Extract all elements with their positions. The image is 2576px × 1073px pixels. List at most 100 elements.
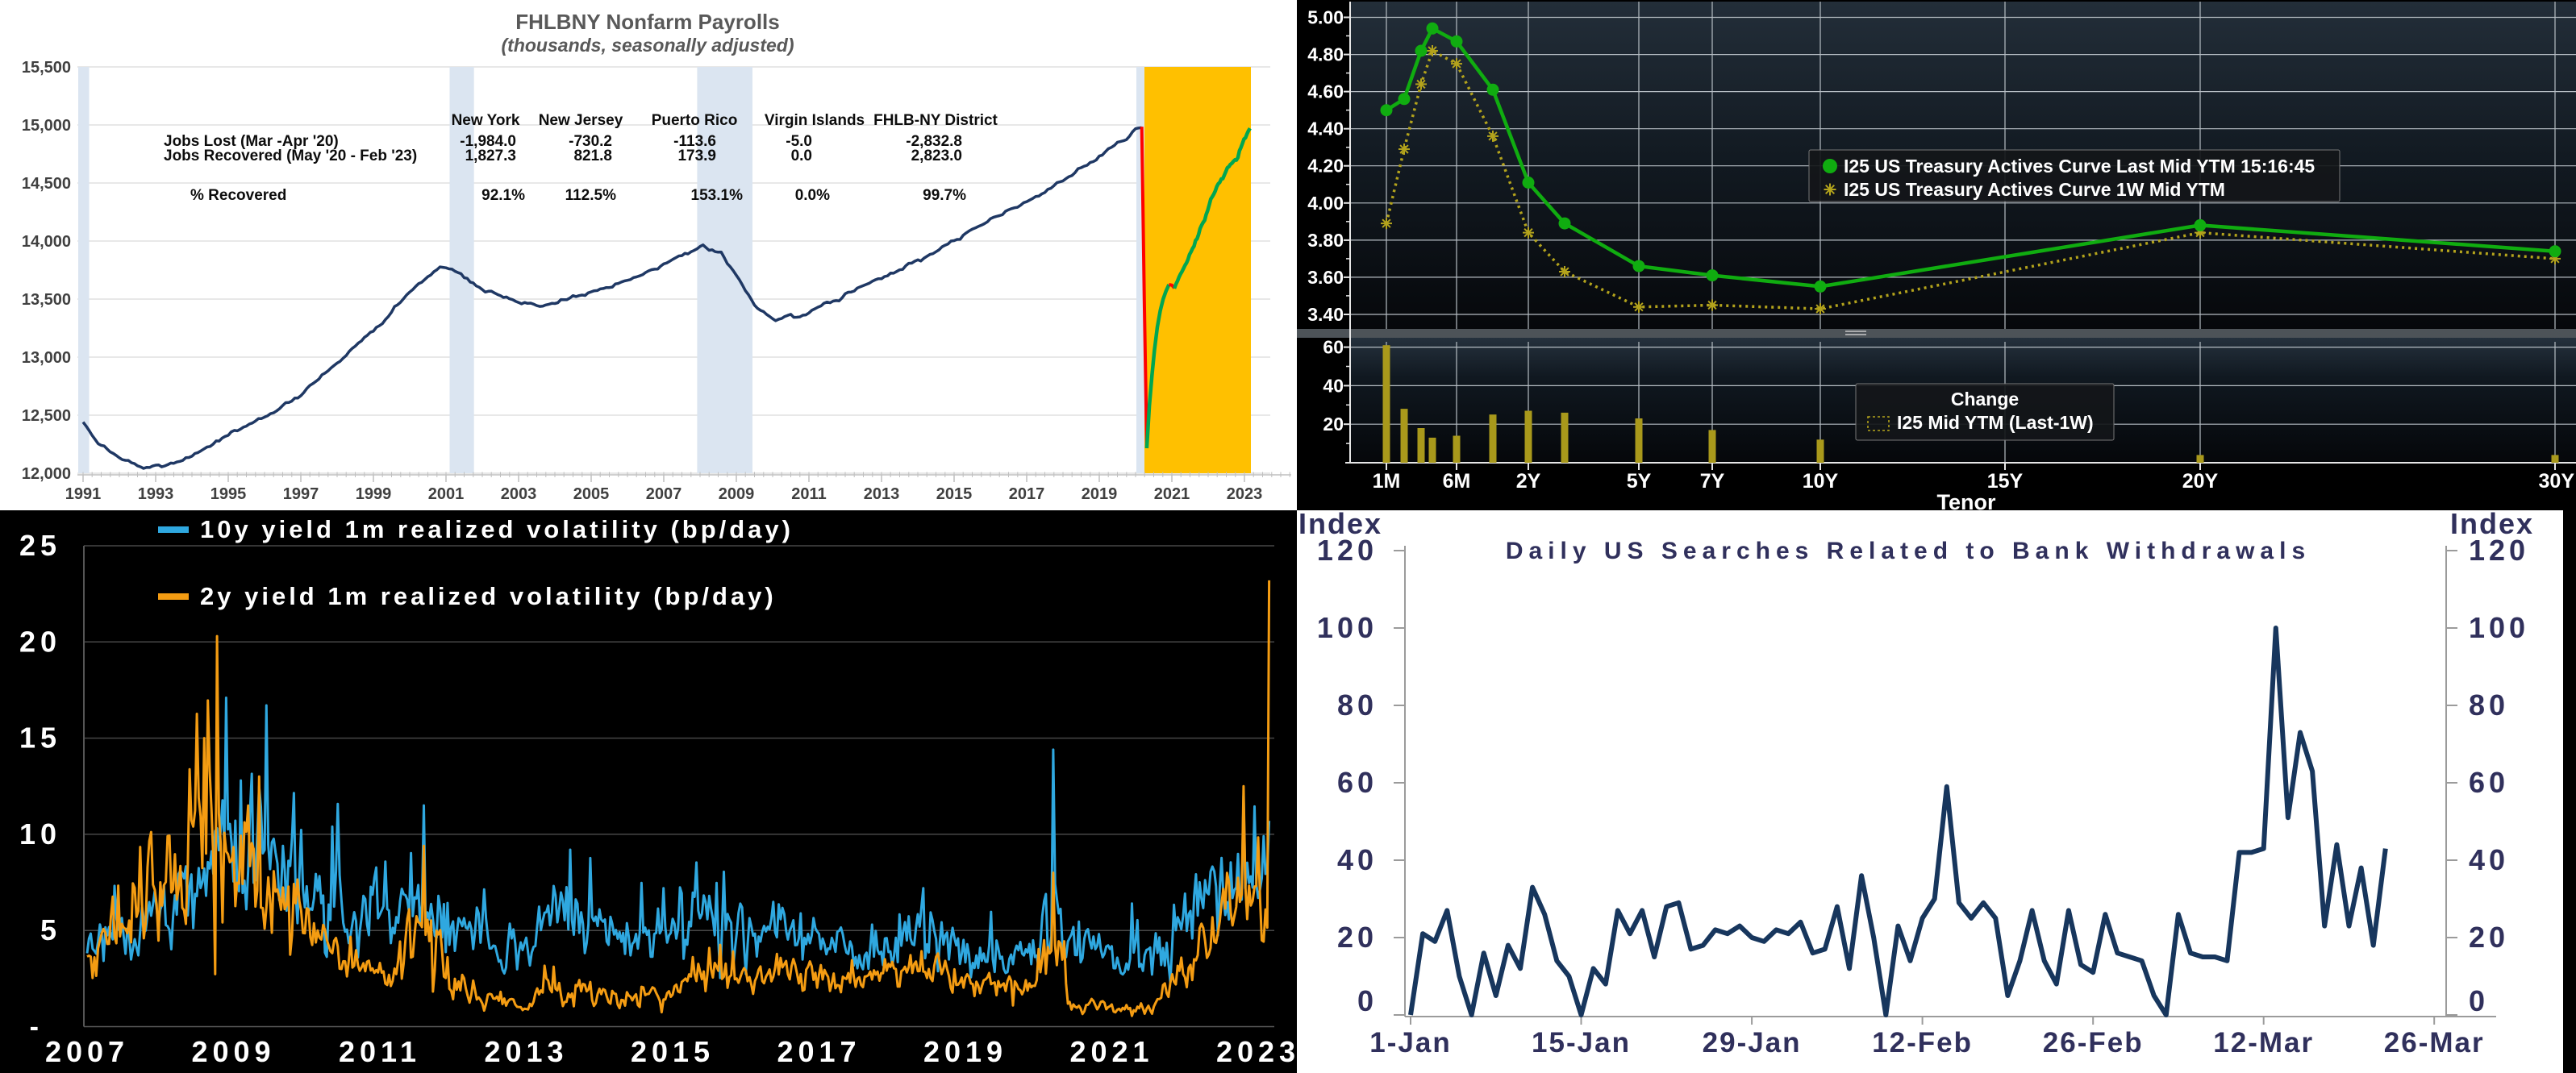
svg-text:100: 100 [2469, 611, 2529, 644]
svg-text:10y yield 1m realized volatili: 10y yield 1m realized volatility (bp/day… [200, 515, 794, 543]
svg-text:2023: 2023 [1227, 485, 1263, 503]
svg-text:0.0: 0.0 [791, 148, 812, 164]
svg-text:Daily US Searches Related to B: Daily US Searches Related to Bank Withdr… [1506, 538, 2311, 564]
svg-text:Tenor: Tenor [1937, 490, 1996, 510]
svg-text:15-Jan: 15-Jan [1532, 1027, 1631, 1058]
svg-text:120: 120 [1317, 534, 1378, 567]
svg-text:4.40: 4.40 [1307, 119, 1344, 139]
svg-text:20: 20 [1337, 921, 1378, 954]
svg-text:6M: 6M [1443, 470, 1471, 493]
svg-text:1995: 1995 [210, 485, 247, 503]
svg-text:14,000: 14,000 [22, 233, 71, 251]
svg-text:20: 20 [2469, 921, 2509, 954]
svg-text:Index: Index [1298, 510, 1382, 540]
svg-text:20Y: 20Y [2182, 470, 2219, 493]
svg-text:New York: New York [452, 112, 520, 129]
svg-text:12,500: 12,500 [22, 407, 71, 425]
svg-text:2001: 2001 [428, 485, 465, 503]
svg-text:2Y: 2Y [1516, 470, 1541, 493]
svg-text:I25 US Treasury Actives Curve: I25 US Treasury Actives Curve Last Mid Y… [1844, 156, 2315, 177]
svg-text:Virgin Islands: Virgin Islands [765, 112, 865, 129]
svg-text:5Y: 5Y [1627, 470, 1652, 493]
svg-text:2019: 2019 [1082, 485, 1118, 503]
svg-text:3.60: 3.60 [1307, 267, 1344, 288]
svg-text:60: 60 [1337, 766, 1378, 799]
svg-text:2y yield 1m realized volatilit: 2y yield 1m realized volatility (bp/day) [200, 582, 777, 610]
svg-text:2011: 2011 [791, 485, 826, 503]
svg-text:12,000: 12,000 [22, 465, 71, 483]
svg-text:0.0%: 0.0% [795, 187, 830, 204]
svg-text:% Recovered: % Recovered [190, 187, 286, 204]
svg-text:60: 60 [2469, 766, 2509, 799]
svg-text:2019: 2019 [923, 1035, 1007, 1068]
svg-text:1999: 1999 [356, 485, 392, 503]
svg-text:99.7%: 99.7% [923, 187, 966, 204]
svg-text:1-Jan: 1-Jan [1369, 1027, 1451, 1058]
svg-text:92.1%: 92.1% [481, 187, 525, 204]
svg-text:Jobs Recovered (May '20 - Feb: Jobs Recovered (May '20 - Feb '23) [164, 148, 417, 164]
svg-text:-1,984.0: -1,984.0 [460, 133, 516, 150]
svg-text:1997: 1997 [283, 485, 319, 503]
svg-text:2003: 2003 [501, 485, 537, 503]
svg-text:173.9: 173.9 [677, 148, 716, 164]
svg-text:4.60: 4.60 [1307, 81, 1344, 102]
svg-text:-2,832.8: -2,832.8 [906, 133, 962, 150]
svg-text:1M: 1M [1373, 470, 1401, 493]
svg-text:821.8: 821.8 [573, 148, 612, 164]
svg-text:2021: 2021 [1069, 1035, 1153, 1068]
svg-text:2023: 2023 [1216, 1035, 1297, 1068]
svg-text:(thousands, seasonally adjuste: (thousands, seasonally adjusted) [502, 35, 794, 56]
svg-text:I25 Mid YTM (Last-1W): I25 Mid YTM (Last-1W) [1897, 412, 2094, 433]
svg-text:2009: 2009 [191, 1035, 275, 1068]
svg-text:1,827.3: 1,827.3 [465, 148, 516, 164]
svg-text:2015: 2015 [936, 485, 973, 503]
svg-text:25: 25 [19, 529, 61, 562]
svg-text:26-Mar: 26-Mar [2384, 1027, 2485, 1058]
svg-text:29-Jan: 29-Jan [1703, 1027, 1802, 1058]
svg-text:4.20: 4.20 [1307, 156, 1344, 177]
svg-text:20: 20 [19, 625, 61, 658]
svg-text:112.5%: 112.5% [565, 187, 616, 204]
svg-text:13,000: 13,000 [22, 349, 71, 367]
svg-text:15,000: 15,000 [22, 117, 71, 135]
svg-text:80: 80 [2469, 688, 2509, 722]
svg-text:FHLBNY Nonfarm Payrolls: FHLBNY Nonfarm Payrolls [515, 10, 779, 34]
svg-text:12-Feb: 12-Feb [1872, 1027, 1973, 1058]
svg-text:Change: Change [1951, 389, 2019, 410]
svg-text:3.40: 3.40 [1307, 304, 1344, 325]
svg-text:New Jersey: New Jersey [539, 112, 623, 129]
svg-text:60: 60 [1323, 337, 1344, 358]
svg-text:12-Mar: 12-Mar [2213, 1027, 2314, 1058]
svg-text:0: 0 [2469, 984, 2489, 1017]
svg-text:40: 40 [2469, 843, 2509, 876]
svg-text:15: 15 [19, 722, 61, 755]
svg-text:2011: 2011 [339, 1035, 421, 1068]
svg-text:2021: 2021 [1154, 485, 1190, 503]
svg-text:15,500: 15,500 [22, 59, 71, 77]
svg-text:153.1%: 153.1% [691, 187, 744, 204]
svg-text:3.80: 3.80 [1307, 230, 1344, 251]
svg-text:Puerto Rico: Puerto Rico [652, 112, 738, 129]
svg-text:30Y: 30Y [2539, 470, 2575, 493]
svg-text:Jobs Lost (Mar -Apr '20): Jobs Lost (Mar -Apr '20) [164, 133, 339, 150]
svg-text:5.00: 5.00 [1307, 7, 1344, 28]
svg-text:2013: 2013 [864, 485, 900, 503]
svg-text:4.80: 4.80 [1307, 44, 1344, 65]
svg-text:14,500: 14,500 [22, 175, 71, 193]
svg-text:2007: 2007 [646, 485, 682, 503]
svg-text:2015: 2015 [631, 1035, 715, 1068]
svg-text:2017: 2017 [1009, 485, 1045, 503]
svg-text:2005: 2005 [573, 485, 610, 503]
svg-text:2017: 2017 [777, 1035, 861, 1068]
svg-text:2,823.0: 2,823.0 [911, 148, 962, 164]
svg-text:1991: 1991 [65, 485, 102, 503]
svg-text:1993: 1993 [138, 485, 174, 503]
svg-text:100: 100 [1317, 611, 1378, 644]
svg-text:13,500: 13,500 [22, 291, 71, 309]
svg-text:2009: 2009 [719, 485, 755, 503]
svg-text:-5.0: -5.0 [786, 133, 812, 150]
svg-text:26-Feb: 26-Feb [2043, 1027, 2144, 1058]
svg-text:2013: 2013 [484, 1035, 568, 1068]
svg-text:40: 40 [1337, 843, 1378, 876]
svg-text:-113.6: -113.6 [673, 133, 716, 150]
